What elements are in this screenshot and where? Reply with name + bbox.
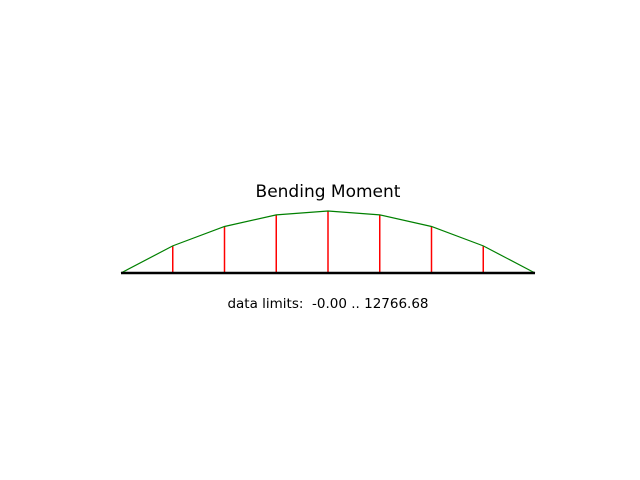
moment-curve [120, 210, 536, 274]
ordinate-lines [172, 210, 484, 273]
chart-title: Bending Moment [256, 182, 401, 202]
data-limits-label: data limits: -0.00 .. 12766.68 [227, 296, 428, 312]
